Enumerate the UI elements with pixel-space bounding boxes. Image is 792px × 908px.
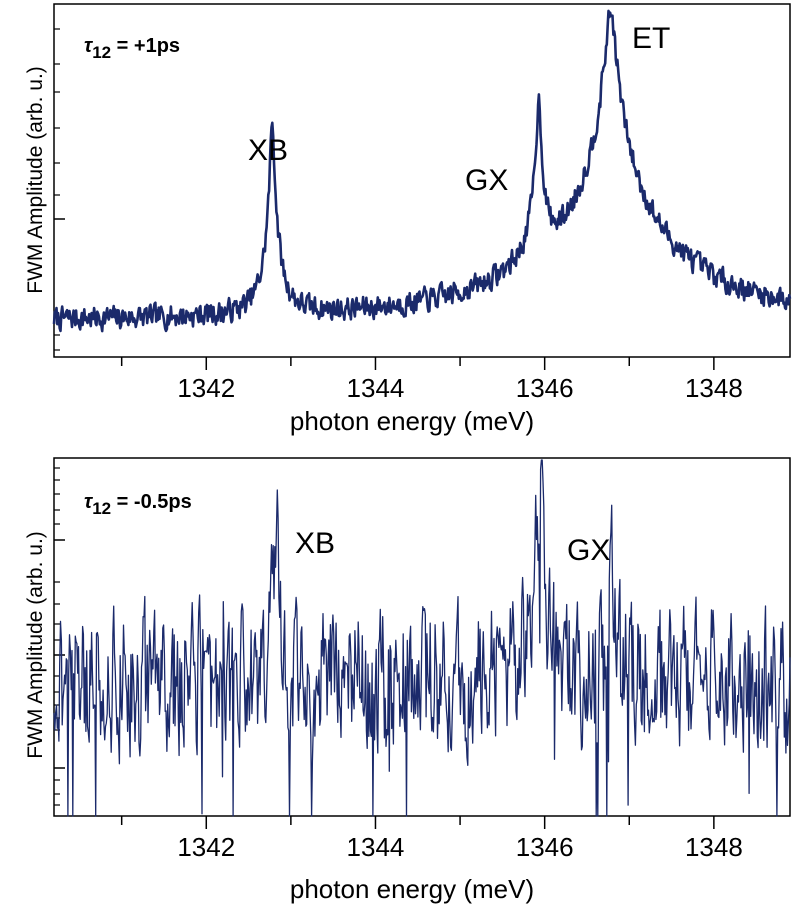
bottom-tau-value: = -0.5ps [111,491,192,513]
x-tick-label: 1342 [177,373,235,403]
bottom-peak-label-gx: GX [567,534,610,567]
top-peak-label-xb: XB [248,134,288,167]
bottom-panel: τ12 = -0.5ps XB GX 1342 1344 1346 1348 phot… [24,457,791,904]
bottom-x-axis-label: photon energy (meV) [290,874,534,904]
bottom-plot-frame [53,457,791,817]
bottom-peak-label-xb: XB [295,527,335,560]
x-tick-label: 1348 [685,373,743,403]
top-tau-label: τ12 = +1ps [84,35,180,62]
x-tick-label: 1348 [685,832,743,862]
x-tick-label: 1346 [516,832,574,862]
top-plot-frame [53,3,791,358]
bottom-x-ticks [120,816,715,829]
top-tau-symbol: τ [84,35,94,57]
top-x-tick-labels: 1342 1344 1346 1348 [177,373,742,403]
bottom-tau-label: τ12 = -0.5ps [84,491,192,518]
x-tick-label: 1344 [347,373,405,403]
top-x-axis-label: photon energy (meV) [290,406,534,436]
top-y-axis-label: FWM Amplitude (arb. u.) [24,66,47,294]
bottom-tau-subscript: 12 [92,499,111,518]
top-peak-label-gx: GX [465,164,508,197]
top-panel: τ12 = +1ps XB GX ET 1342 1344 1346 1348 pho… [24,3,792,436]
bottom-spectrum-line [53,459,791,817]
top-spectrum-line [52,9,792,333]
top-y-ticks [54,28,65,351]
x-tick-label: 1346 [516,373,574,403]
top-x-ticks [120,357,715,370]
x-tick-label: 1342 [177,832,235,862]
bottom-tau-symbol: τ [84,491,94,513]
top-tau-subscript: 12 [92,43,111,62]
x-tick-label: 1344 [347,832,405,862]
bottom-y-ticks [54,467,65,806]
top-peak-label-et: ET [632,22,670,55]
bottom-y-axis-label: FWM Amplitude (arb. u.) [24,531,47,759]
bottom-x-tick-labels: 1342 1344 1346 1348 [177,832,742,862]
top-tau-value: = +1ps [111,35,180,57]
